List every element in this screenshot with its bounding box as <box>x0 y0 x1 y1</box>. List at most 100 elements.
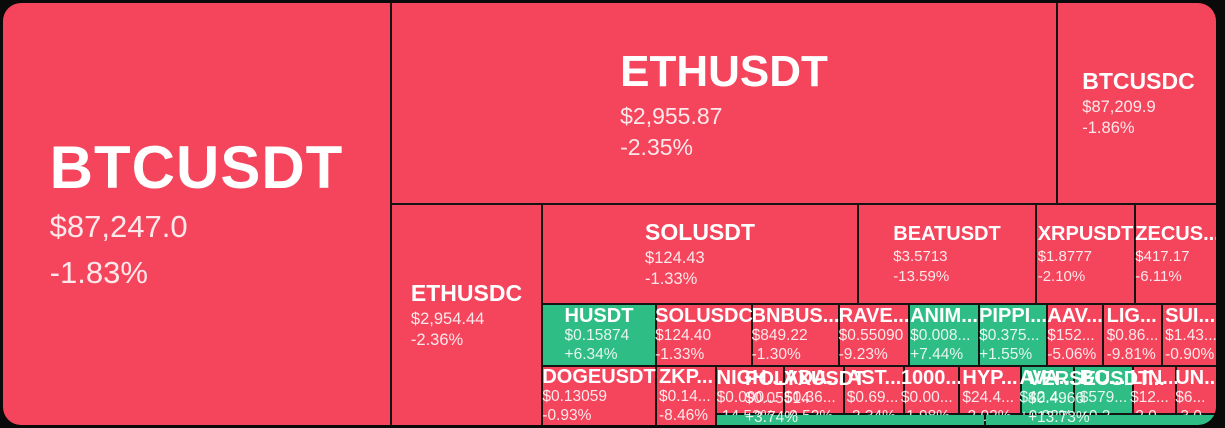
tile-price: $0.00... <box>900 389 953 407</box>
tile-price: $0.69... <box>846 389 899 407</box>
tile-symbol: BTCUSDT <box>49 133 344 201</box>
tile-price: $12... <box>1130 389 1169 407</box>
tile-change: -8.46% <box>658 407 709 425</box>
tile-price: $87,247.0 <box>49 208 188 244</box>
tile-zecus[interactable]: ZECUS... $417.17 -6.11% <box>1135 205 1216 303</box>
tile-price: $6... <box>1175 389 1206 407</box>
tile-symbol: LIG... <box>1106 304 1157 327</box>
tile-ethusdt[interactable]: ETHUSDT $2,955.87 -2.35% <box>392 3 1056 203</box>
tile-change: -1.33% <box>655 346 705 364</box>
tile-beatusdt[interactable]: BEATUSDT $3.5713 -13.59% <box>859 205 1035 303</box>
tile-price: $24.4... <box>962 389 1015 407</box>
tile-symbol: AST... <box>846 367 902 389</box>
tile-lig[interactable]: LIG... $0.86... -9.81% <box>1104 305 1161 365</box>
tile-change: -2.10% <box>1037 268 1086 285</box>
tile-symbol: XRPUSDT <box>1037 222 1134 245</box>
tile-zkp[interactable]: ZKP... $0.14... -8.46% <box>657 365 715 425</box>
tile-symbol: 1000... <box>900 367 963 389</box>
tile-symbol: SUI... <box>1165 304 1216 327</box>
tile-price: $849.22 <box>751 327 808 345</box>
tile-price: $2,954.44 <box>410 309 485 328</box>
tile-solusdc[interactable]: SOLUSDC $124.40 -1.33% <box>655 304 753 365</box>
tile-solusdt[interactable]: SOLUSDT $124.43 -1.33% <box>543 205 857 303</box>
tile-price: $0.375... <box>979 327 1040 345</box>
tile-price: $0.13059 <box>542 388 607 406</box>
tile-ava[interactable]: AVA... $42.4... +0.02% <box>1019 367 1076 425</box>
tile-price: $0.090... <box>716 389 777 407</box>
tile-symbol: ETHUSDC <box>410 279 523 306</box>
tile-change: -0.93% <box>542 407 592 425</box>
tile-pippi[interactable]: PIPPI... $0.375... +1.55% <box>979 305 1047 365</box>
tile-change: +6.34% <box>564 346 618 364</box>
tile-symbol: BEATUSDT <box>893 222 1001 245</box>
tile-bc[interactable]: BC... $579... +0.2... <box>1075 367 1132 425</box>
tile-change: -13.59% <box>893 268 950 285</box>
tile-symbol: BNBUS... <box>751 304 840 327</box>
tile-price: $0.55090 <box>838 327 904 345</box>
tile-anim[interactable]: ANIM... $0.008... +7.44% <box>910 305 978 365</box>
tile-price: $1.8777 <box>1037 247 1092 265</box>
tile-change: -1.30% <box>751 346 801 364</box>
tile-symbol: UN... <box>1175 367 1216 389</box>
tile-btcusdt[interactable]: BTCUSDT $87,247.0 -1.83% <box>3 3 390 425</box>
tile-symbol: AVA... <box>1019 367 1076 389</box>
tile-symbol: DOGEUSDT <box>542 365 656 388</box>
tile-price: $2,955.87 <box>620 102 723 129</box>
tile-nigh[interactable]: NIGH... $0.090... -14.53% <box>716 367 784 425</box>
crypto-heatmap-treemap: BTCUSDT $87,247.0 -1.83% ETHUSDT $2,955.… <box>3 3 1216 425</box>
tile-price: $3.5713 <box>893 247 948 265</box>
tile-ethusdc[interactable]: ETHUSDC $2,954.44 -2.36% <box>392 205 541 425</box>
tile-price: $0.86... <box>1106 327 1159 345</box>
tile-symbol: BTCUSDC <box>1082 67 1195 94</box>
tile-change: -2.35% <box>620 133 693 160</box>
tile-price: $417.17 <box>1135 247 1190 265</box>
tile-sui[interactable]: SUI... $1.43... -0.90% <box>1163 305 1216 365</box>
tile-polyxusdt[interactable] <box>717 415 984 425</box>
tile-symbol: AAV... <box>1047 304 1103 327</box>
tile-change: -1.33% <box>645 269 698 288</box>
tile-symbol: ADA... <box>784 367 844 389</box>
tile-1000[interactable]: 1000... $0.00... -1.98% <box>901 367 962 425</box>
tile-change: +1.55% <box>979 346 1033 364</box>
tile-change: -5.06% <box>1047 346 1097 364</box>
tile-symbol: HUSDT <box>564 304 634 327</box>
tile-price: $0.15874 <box>564 327 630 345</box>
tile-change: +7.44% <box>910 346 964 364</box>
tile-change: -9.81% <box>1106 346 1156 364</box>
tile-symbol: HYP... <box>962 367 1018 389</box>
tile-price: $152... <box>1047 327 1095 345</box>
tile-change: -1.83% <box>49 255 148 290</box>
tile-symbol: NIGH... <box>716 367 784 389</box>
tile-price: $42.4... <box>1019 389 1072 407</box>
tile-symbol: ETHUSDT <box>620 47 828 97</box>
tile-price: $124.40 <box>655 327 712 345</box>
tile-change: -1.86% <box>1082 118 1135 137</box>
tile-verseusdt[interactable] <box>986 415 1216 425</box>
tile-dogeusdt[interactable]: DOGEUSDT $0.13059 -0.93% <box>542 365 656 425</box>
tile-price: $0.14... <box>658 388 711 406</box>
tile-husdt[interactable]: HUSDT $0.15874 +6.34% <box>543 305 655 365</box>
tile-price: $124.43 <box>645 248 705 267</box>
tile-ada[interactable]: ADA... $0.36... -0.52% <box>784 367 844 425</box>
tile-symbol: ZKP... <box>658 365 714 388</box>
tile-change: -9.23% <box>838 346 888 364</box>
tile-symbol: SOLUSDC <box>655 304 753 327</box>
tile-price: $579... <box>1079 389 1128 407</box>
tile-price: $0.36... <box>784 389 836 407</box>
tile-change: -0.90% <box>1165 346 1215 364</box>
tile-change: -6.11% <box>1135 268 1182 285</box>
tile-bnbus[interactable]: BNBUS... $849.22 -1.30% <box>751 304 840 365</box>
tile-change: -2.36% <box>410 330 464 349</box>
tile-price: $0.008... <box>910 327 971 345</box>
tile-symbol: ZECUS... <box>1135 222 1216 245</box>
tile-lin[interactable]: LIN... $12... -2.0... <box>1130 367 1179 425</box>
tile-symbol: SOLUSDT <box>645 218 755 245</box>
tile-hyp[interactable]: HYP... $24.4... -2.02% <box>960 367 1020 425</box>
tile-rave[interactable]: RAVE... $0.55090 -9.23% <box>838 305 909 365</box>
tile-price: $1.43... <box>1165 327 1216 345</box>
tile-aav[interactable]: AAV... $152... -5.06% <box>1047 304 1103 365</box>
tile-un[interactable]: UN... $6... -3.0... <box>1175 367 1216 425</box>
tile-btcusdc[interactable]: BTCUSDC $87,209.9 -1.86% <box>1058 3 1216 203</box>
tile-xrpusdt[interactable]: XRPUSDT $1.8777 -2.10% <box>1037 205 1134 303</box>
tile-ast[interactable]: AST... $0.69... -2.34% <box>845 367 903 425</box>
